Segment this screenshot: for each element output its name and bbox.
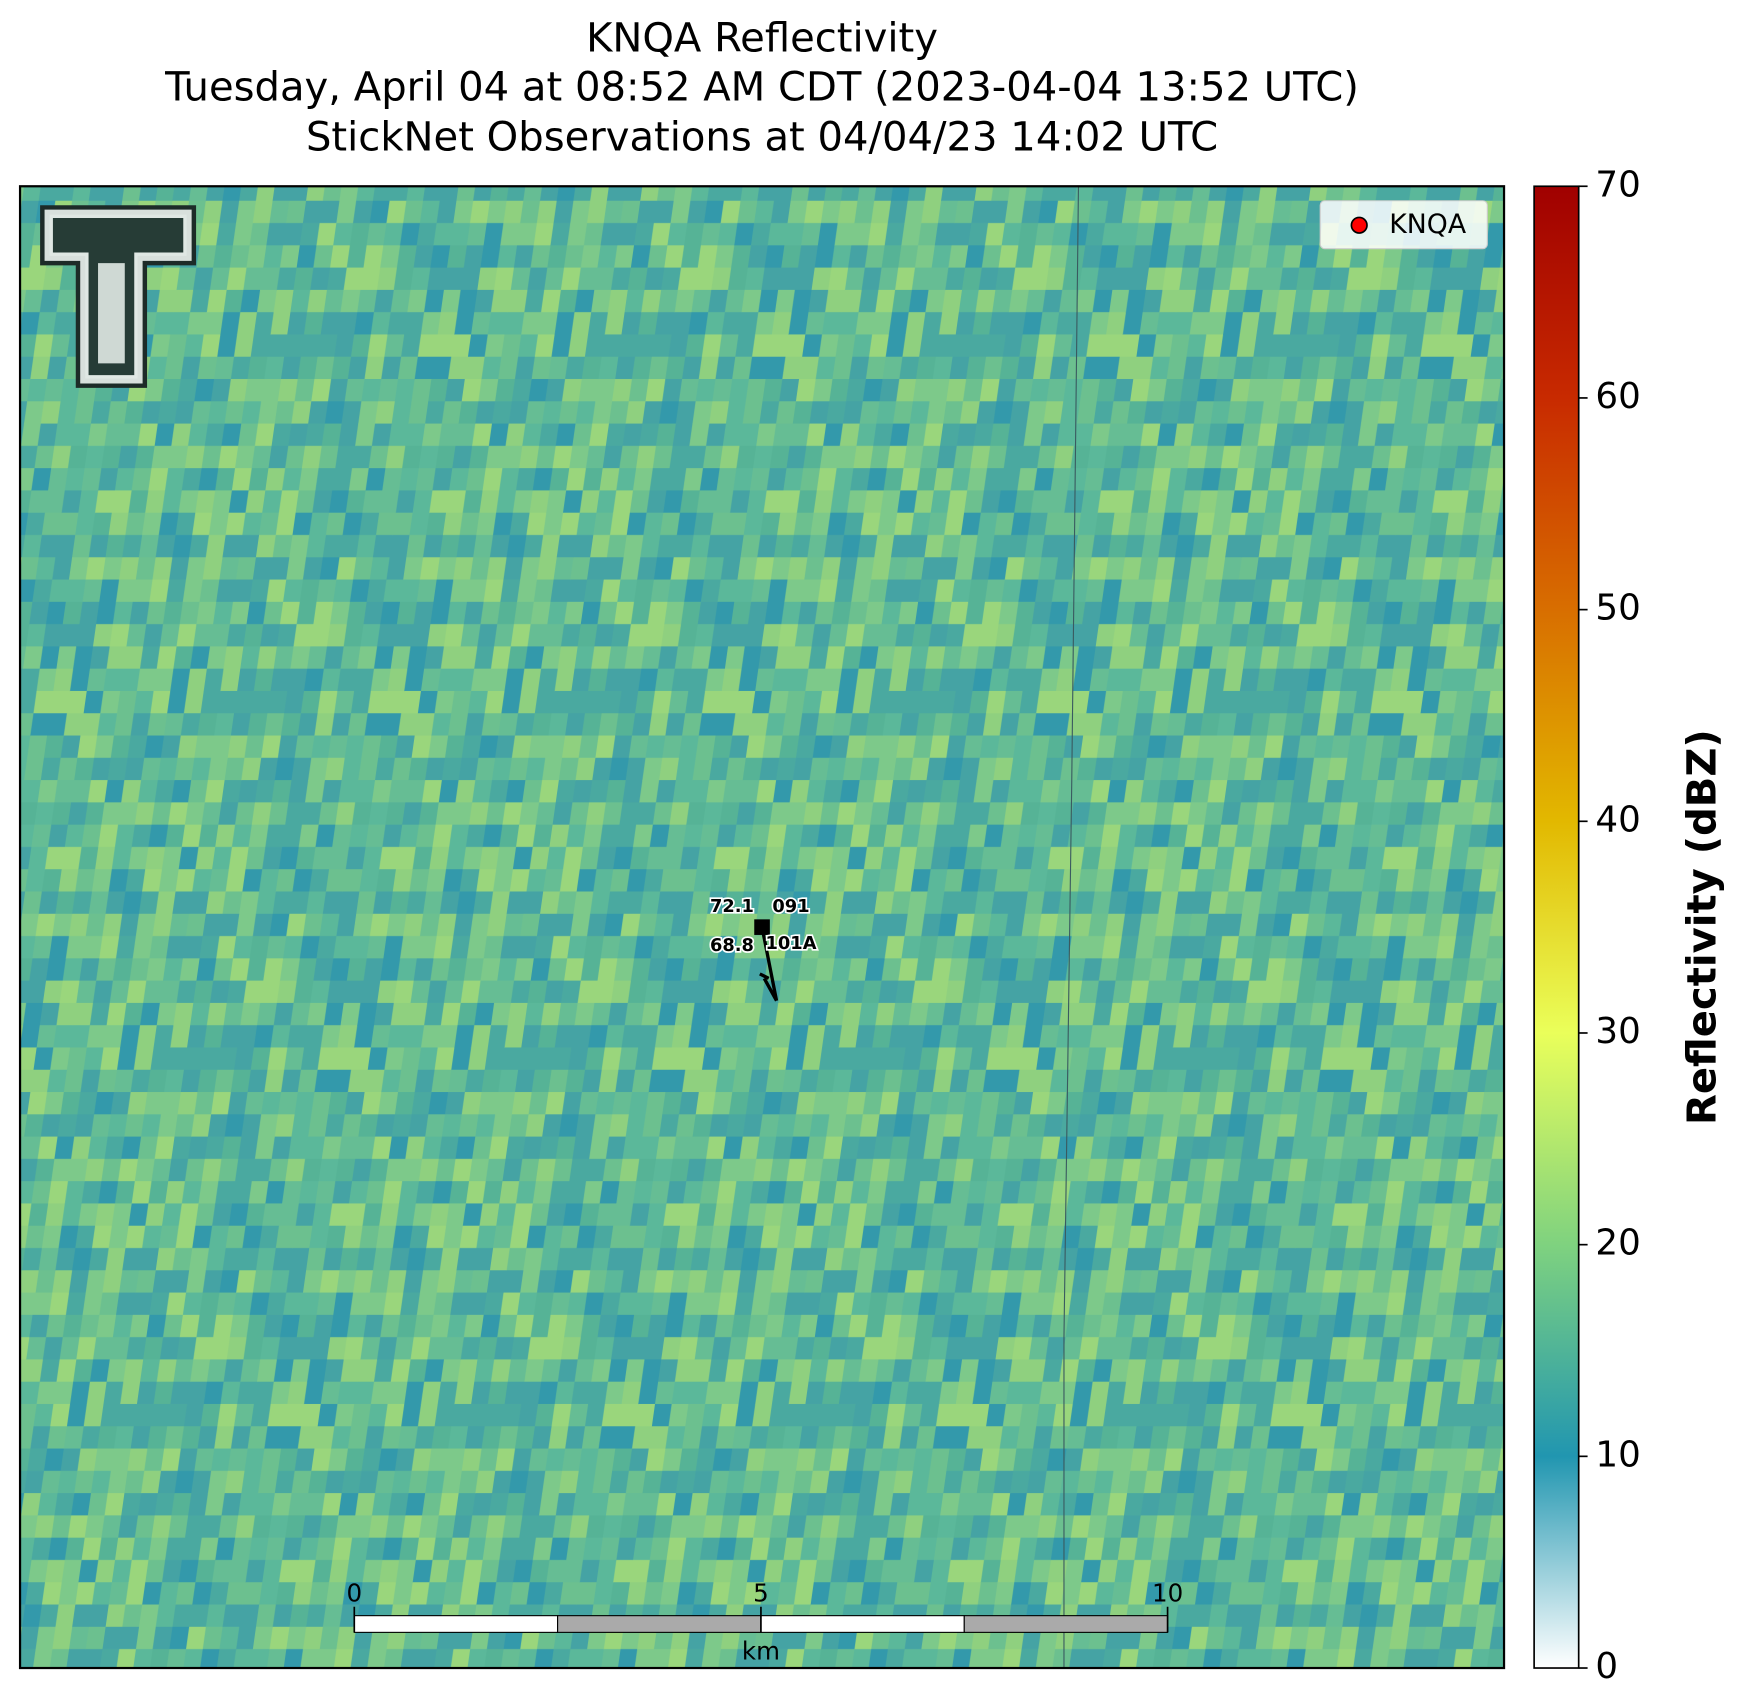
subtitle: StickNet Observations at 04/04/23 14:02 … [306, 114, 1218, 160]
wind-barb [759, 926, 779, 1002]
colorbar-tick-label: 60 [1595, 376, 1640, 417]
colorbar-tick-label: 50 [1595, 588, 1640, 629]
logo [40, 205, 197, 388]
station-id: 091 [772, 896, 809, 917]
dewpoint: 68.8 [710, 935, 754, 956]
colorbar-tick-label: 10 [1595, 1434, 1640, 1475]
map-frame [18, 185, 1506, 1670]
legend: KNQA [1319, 200, 1488, 250]
scale-tick-label: 0 [346, 1578, 362, 1607]
scale-segment [963, 1615, 1169, 1633]
subtitle: Tuesday, April 04 at 08:52 AM CDT (2023-… [164, 64, 1359, 110]
scale-segment [557, 1615, 762, 1633]
colorbar-tick-label: 70 [1595, 164, 1640, 205]
scale-unit: km [742, 1636, 780, 1665]
colorbar-tick-label: 40 [1595, 799, 1640, 840]
station-id: 101A [766, 933, 817, 954]
colorbar-tick-label: 0 [1595, 1646, 1618, 1687]
scale-tick-label: 10 [1152, 1578, 1183, 1607]
legend-box [1319, 200, 1488, 250]
colorbar-tick-label: 20 [1595, 1223, 1640, 1264]
county-line [1063, 186, 1080, 1669]
colorbar-label: Reflectivity (dBZ) [1680, 729, 1726, 1125]
legend-label: KNQA [1389, 209, 1467, 240]
scale-bar: km 0 5 10 [346, 1578, 1183, 1665]
scale-segment [760, 1615, 965, 1633]
station: 72.1 68.8 091 101A [708, 894, 818, 1002]
title: KNQA Reflectivity [586, 15, 938, 61]
colorbar-tick-label: 30 [1595, 1011, 1640, 1052]
temperature: 72.1 [710, 896, 754, 917]
scale-tick-label: 5 [753, 1578, 769, 1607]
legend-marker [1350, 216, 1368, 234]
scale-segment [353, 1615, 559, 1633]
colorbar [1533, 185, 1580, 1669]
